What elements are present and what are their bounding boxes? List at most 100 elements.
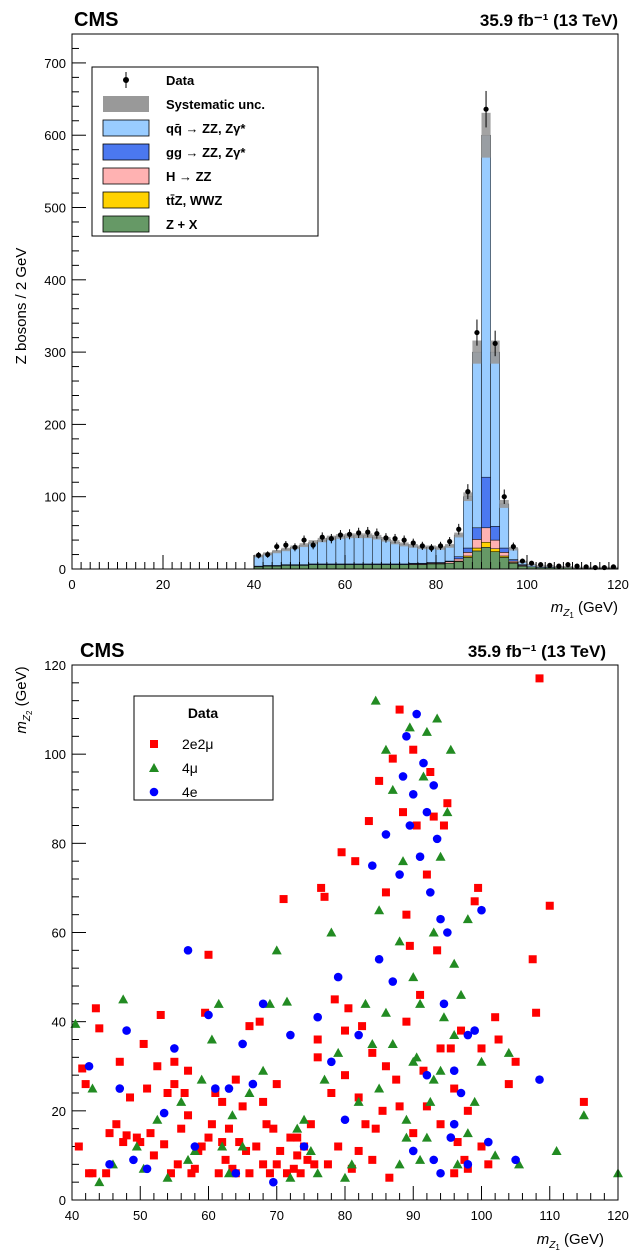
point-square xyxy=(327,1089,336,1097)
point-circle xyxy=(477,905,486,915)
point-circle xyxy=(402,732,411,741)
data-point xyxy=(265,551,271,558)
histogram-y-label: Z bosons / 2 GeV xyxy=(13,248,30,365)
point-square xyxy=(221,1155,230,1164)
point-square xyxy=(375,776,384,785)
point-circle xyxy=(248,1079,258,1089)
bar-qqZZ-50 xyxy=(299,544,309,565)
bar-ttZ-88 xyxy=(472,547,482,552)
point-triangle xyxy=(432,713,443,723)
point-square xyxy=(228,1164,237,1173)
point-circle xyxy=(129,1155,138,1165)
point-triangle xyxy=(285,1172,296,1182)
legend-swatch-HZZ xyxy=(102,167,150,185)
point-square xyxy=(119,1138,128,1147)
point-circle xyxy=(340,1115,350,1125)
point-square xyxy=(419,1066,428,1075)
scatter-legend: Data 2e2μ 4μ 4e xyxy=(133,695,274,801)
scatter-legend-box xyxy=(133,695,274,801)
bar-ZX-94 xyxy=(499,557,510,570)
point-square xyxy=(177,1124,186,1133)
point-square xyxy=(399,808,408,817)
point-square xyxy=(381,1062,390,1071)
point-square xyxy=(368,1048,377,1057)
legend-swatch-ZX xyxy=(102,215,150,233)
point-triangle xyxy=(578,1110,589,1120)
bar-ZX-68 xyxy=(381,564,391,570)
point-square xyxy=(276,1146,285,1155)
point-square xyxy=(504,1080,513,1089)
point-square xyxy=(460,1155,469,1164)
point-triangle xyxy=(490,1150,501,1160)
point-circle xyxy=(456,1088,466,1098)
point-square xyxy=(211,1089,220,1097)
scatter-cms-label: CMS xyxy=(80,640,124,662)
point-square xyxy=(187,1169,196,1178)
point-triangle xyxy=(131,1141,142,1151)
point-circle xyxy=(211,1084,220,1093)
y-tick-label: 0 xyxy=(59,562,66,577)
point-circle xyxy=(333,972,343,982)
point-square xyxy=(224,1124,233,1133)
point-square xyxy=(245,1022,254,1031)
point-triangle xyxy=(449,1030,460,1040)
point-circle xyxy=(422,807,432,817)
point-circle xyxy=(446,1133,456,1142)
point-square xyxy=(313,1053,322,1062)
bar-HZZ-84 xyxy=(453,558,464,562)
point-square xyxy=(81,1080,90,1089)
point-square xyxy=(235,1138,244,1147)
y-tick-label: 40 xyxy=(52,1015,66,1030)
point-square xyxy=(231,1075,240,1084)
point-square xyxy=(204,950,213,959)
point-circle xyxy=(122,1026,131,1035)
point-triangle xyxy=(206,1034,217,1044)
point-triangle xyxy=(319,1074,330,1084)
bar-ZX-50 xyxy=(299,565,309,570)
point-circle xyxy=(470,1026,479,1035)
point-triangle xyxy=(281,996,292,1006)
y-tick-label: 100 xyxy=(44,747,66,762)
point-square xyxy=(126,1093,135,1102)
point-triangle xyxy=(380,1007,391,1017)
point-square xyxy=(344,1004,353,1013)
point-circle xyxy=(412,709,421,719)
point-square xyxy=(136,1138,145,1147)
data-point xyxy=(437,543,444,549)
point-triangle xyxy=(118,994,129,1004)
point-circle xyxy=(170,1044,179,1053)
point-circle xyxy=(398,772,408,781)
y-tick-label: 0 xyxy=(59,1193,66,1208)
point-triangle xyxy=(469,1096,480,1106)
point-triangle xyxy=(312,1168,323,1178)
bar-qqZZ-44 xyxy=(271,551,282,566)
data-point xyxy=(538,562,544,568)
point-square xyxy=(242,1146,251,1155)
point-triangle xyxy=(551,1145,562,1155)
point-triangle xyxy=(418,771,429,781)
point-triangle xyxy=(217,1141,228,1151)
point-triangle xyxy=(514,1159,525,1169)
data-point xyxy=(346,531,353,537)
point-circle xyxy=(299,1142,309,1151)
bar-qqZZ-60 xyxy=(344,535,355,565)
point-square xyxy=(412,821,421,830)
point-square xyxy=(156,1010,165,1019)
point-square xyxy=(149,1151,158,1160)
point-square xyxy=(91,1004,100,1013)
bar-qqZZ-82 xyxy=(444,545,455,562)
point-square xyxy=(303,1155,312,1164)
point-triangle xyxy=(333,1047,344,1057)
bar-qqZZ-88 xyxy=(472,351,482,529)
point-square xyxy=(351,857,360,866)
data-point xyxy=(292,544,298,550)
bar-qqZZ-54 xyxy=(317,539,328,565)
data-point xyxy=(456,526,462,532)
bar-qqZZ-74 xyxy=(408,545,419,564)
scatter-legend-marker-circle xyxy=(149,787,159,797)
y-tick-label: 700 xyxy=(44,56,66,71)
point-circle xyxy=(224,1084,234,1093)
point-triangle xyxy=(374,905,385,915)
point-square xyxy=(426,768,435,776)
